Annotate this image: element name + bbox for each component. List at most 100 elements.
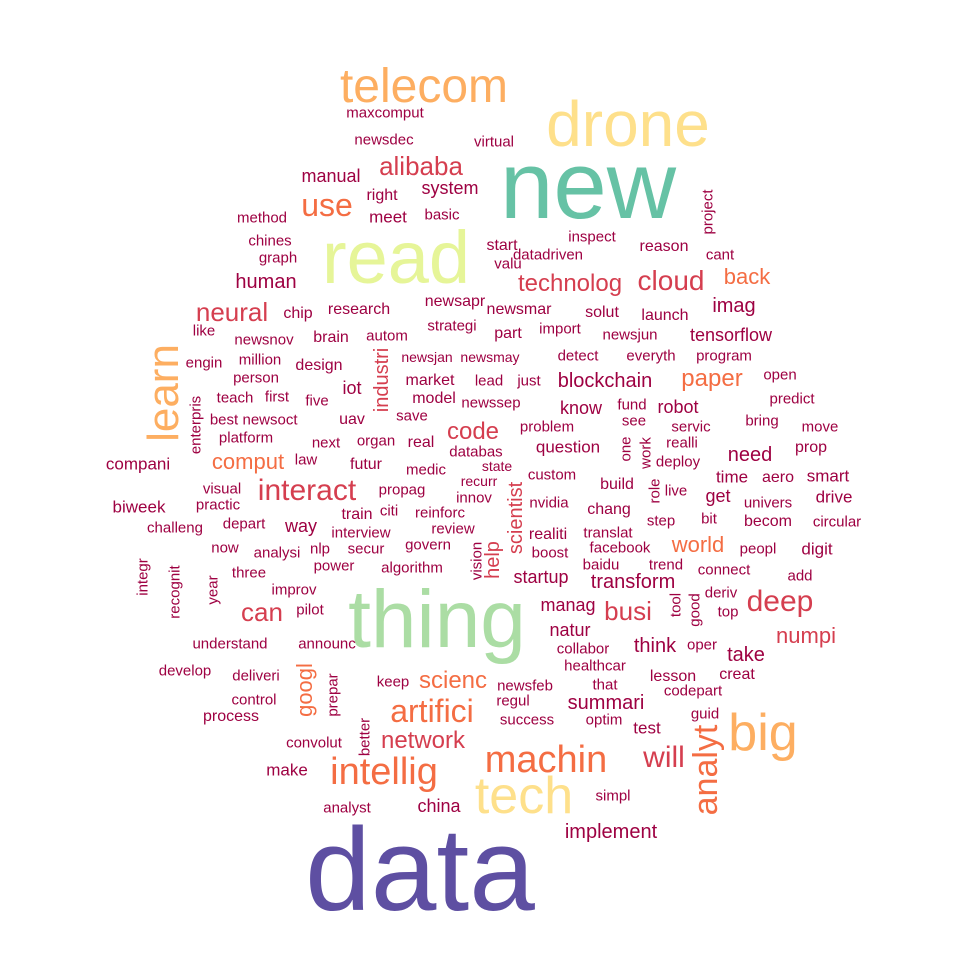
word-chines: chines xyxy=(248,232,292,250)
word-aero: aero xyxy=(761,469,795,486)
word-futur: futur xyxy=(349,456,383,473)
word-newsjun: newsjun xyxy=(602,326,658,344)
word-imag: imag xyxy=(712,295,756,317)
word-year: year xyxy=(204,575,222,605)
word-valu: valu xyxy=(494,255,522,273)
word-system: system xyxy=(421,178,479,198)
word-transform: transform xyxy=(590,571,676,593)
word-lesson: lesson xyxy=(649,668,697,685)
word-manag: manag xyxy=(540,595,596,615)
word-propag: propag xyxy=(378,481,426,499)
word-alibaba: alibaba xyxy=(379,151,463,181)
word-launch: launch xyxy=(641,307,689,324)
word-healthcar: healthcar xyxy=(564,657,626,675)
word-circular: circular xyxy=(812,513,862,531)
word-algorithm: algorithm xyxy=(381,559,443,577)
word-market: market xyxy=(405,372,455,389)
word-back: back xyxy=(723,264,771,289)
word-everyth: everyth xyxy=(626,347,676,365)
word-simpl: simpl xyxy=(595,787,631,805)
word-method: method xyxy=(236,209,288,227)
word-develop: develop xyxy=(158,662,212,680)
word-chang: chang xyxy=(587,501,631,518)
word-databas: databas xyxy=(449,443,503,461)
word-deploy: deploy xyxy=(655,453,701,471)
word-connect: connect xyxy=(697,561,751,579)
word-translat: translat xyxy=(583,524,633,542)
word-numpi: numpi xyxy=(776,623,836,648)
word-work: work xyxy=(637,437,655,469)
word-newsmay: newsmay xyxy=(460,349,520,365)
word-maxcomput: maxcomput xyxy=(346,104,424,122)
word-biweek: biweek xyxy=(112,497,166,517)
word-problem: problem xyxy=(519,418,575,436)
word-drive: drive xyxy=(815,487,853,507)
word-comput: comput xyxy=(211,449,285,474)
word-newsnov: newsnov xyxy=(234,331,294,349)
word-like: like xyxy=(192,322,216,340)
word-new: new xyxy=(499,132,677,239)
word-live: live xyxy=(664,482,688,500)
word-newsfeb: newsfeb xyxy=(497,677,553,695)
word-secur: secur xyxy=(347,540,385,558)
word-recurr: recurr xyxy=(460,473,498,489)
word-machin: machin xyxy=(484,739,608,781)
word-optim: optim xyxy=(585,711,623,729)
word-thing: thing xyxy=(348,574,526,665)
word-vision: vision xyxy=(468,541,486,581)
word-meet: meet xyxy=(369,207,407,227)
word-network: network xyxy=(380,727,466,754)
word-natur: natur xyxy=(549,620,591,640)
word-newsapr: newsapr xyxy=(424,293,486,310)
word-solut: solut xyxy=(585,304,619,321)
word-trend: trend xyxy=(648,556,684,574)
word-googl: googl xyxy=(292,663,317,717)
word-real: real xyxy=(407,434,435,451)
word-save: save xyxy=(396,407,428,425)
word-practic: practic xyxy=(195,496,241,514)
word-industri: industri xyxy=(371,347,393,413)
word-technolog: technolog xyxy=(517,270,623,297)
word-scientist: scientist xyxy=(505,481,527,555)
word-use: use xyxy=(301,187,353,223)
word-detect: detect xyxy=(557,347,599,365)
word-just: just xyxy=(517,372,541,390)
word-time: time xyxy=(715,467,749,487)
word-pilot: pilot xyxy=(296,601,324,619)
word-person: person xyxy=(233,369,279,387)
word-prepar: prepar xyxy=(324,673,342,717)
word-that: that xyxy=(592,676,618,694)
word-facebook: facebook xyxy=(589,539,651,557)
word-datadriven: datadriven xyxy=(512,246,584,264)
word-will: will xyxy=(643,741,685,774)
word-three: three xyxy=(231,564,267,582)
word-five: five xyxy=(305,392,329,410)
word-manual: manual xyxy=(301,166,361,186)
word-announc: announc xyxy=(298,635,356,653)
word-guid: guid xyxy=(690,705,720,723)
word-deep: deep xyxy=(746,585,814,618)
word-test: test xyxy=(633,718,661,738)
word-interact: interact xyxy=(257,474,357,507)
word-good: good xyxy=(686,593,704,627)
word-review: review xyxy=(431,520,475,538)
word-codepart: codepart xyxy=(663,682,723,700)
word-tech: tech xyxy=(474,767,574,825)
word-analyt: analyt xyxy=(687,724,725,816)
word-cant: cant xyxy=(705,246,735,264)
word-artifici: artifici xyxy=(390,693,474,729)
word-inspect: inspect xyxy=(568,228,616,246)
word-one: one xyxy=(617,436,635,462)
word-power: power xyxy=(313,557,355,575)
word-deriv: deriv xyxy=(704,584,738,602)
word-way: way xyxy=(284,516,318,536)
word-servic: servic xyxy=(671,418,711,436)
word-busi: busi xyxy=(604,596,652,626)
word-state: state xyxy=(481,458,513,474)
word-next: next xyxy=(311,434,341,452)
word-reason: reason xyxy=(639,238,689,255)
word-tool: tool xyxy=(667,592,685,618)
word-question: question xyxy=(535,437,601,457)
word-can: can xyxy=(241,597,283,627)
word-implement: implement xyxy=(564,821,658,843)
